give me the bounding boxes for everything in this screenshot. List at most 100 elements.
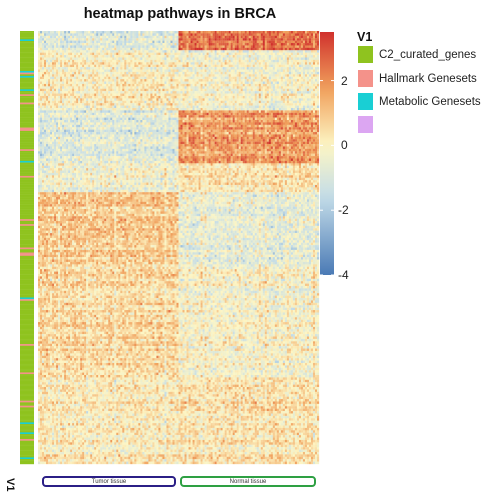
row-annotation-cell bbox=[20, 44, 34, 46]
row-annotation-cell bbox=[20, 311, 34, 313]
row-annotation-cell bbox=[20, 161, 34, 163]
row-annotation-cell bbox=[20, 367, 34, 369]
row-annotation-cell bbox=[20, 272, 34, 274]
row-annotation-cell bbox=[20, 337, 34, 339]
row-annotation-cell bbox=[20, 291, 34, 293]
row-annotation-cell bbox=[20, 166, 34, 168]
row-annotation-cell bbox=[20, 58, 34, 60]
row-annotation-cell bbox=[20, 312, 34, 314]
colorbar-tick-label: -2 bbox=[338, 203, 349, 217]
row-annotation-cell bbox=[20, 184, 34, 186]
row-annotation-cell bbox=[20, 223, 34, 225]
row-annotation-cell bbox=[20, 158, 34, 160]
row-annotation-cell bbox=[20, 179, 34, 181]
row-annotation-cell bbox=[20, 309, 34, 311]
row-annotation-cell bbox=[20, 188, 34, 190]
row-annotation-cell bbox=[20, 379, 34, 381]
row-annotation-cell bbox=[20, 437, 34, 439]
row-annotation-cell bbox=[20, 219, 34, 221]
colorbar-tick-label: 2 bbox=[341, 74, 348, 88]
row-annotation-cell bbox=[20, 189, 34, 191]
row-annotation-cell bbox=[20, 174, 34, 176]
row-annotation-cell bbox=[20, 141, 34, 143]
row-annotation-cell bbox=[20, 226, 34, 228]
row-annotation-cell bbox=[20, 199, 34, 201]
row-annotation-cell bbox=[20, 243, 34, 245]
row-annotation-cell bbox=[20, 424, 34, 426]
row-annotation-cell bbox=[20, 387, 34, 389]
row-annotation-cell bbox=[20, 319, 34, 321]
row-annotation-cell bbox=[20, 392, 34, 394]
row-annotation-cell bbox=[20, 334, 34, 336]
row-annotation-cell bbox=[20, 316, 34, 318]
row-annotation-cell bbox=[20, 89, 34, 91]
row-annotation-cell bbox=[20, 362, 34, 364]
row-annotation-cell bbox=[20, 211, 34, 213]
row-annotation-cell bbox=[20, 359, 34, 361]
row-annotation-cell bbox=[20, 96, 34, 98]
row-annotation-cell bbox=[20, 427, 34, 429]
row-annotation-cell bbox=[20, 282, 34, 284]
row-annotation-cell bbox=[20, 224, 34, 226]
group-box-normal: Normal tissue bbox=[180, 476, 316, 487]
row-annotation-cell bbox=[20, 176, 34, 178]
row-annotation-cell bbox=[20, 356, 34, 358]
row-annotation-cell bbox=[20, 209, 34, 211]
row-annotation-cell bbox=[20, 138, 34, 140]
row-annotation-cell bbox=[20, 364, 34, 366]
legend-swatch-hallmark bbox=[358, 70, 373, 87]
row-annotation-cell bbox=[20, 128, 34, 130]
row-annotation-cell bbox=[20, 352, 34, 354]
row-annotation-cell bbox=[20, 113, 34, 115]
row-annotation-cell bbox=[20, 412, 34, 414]
row-annotation-cell bbox=[20, 98, 34, 100]
row-annotation-cell bbox=[20, 401, 34, 403]
row-annotation-cell bbox=[20, 324, 34, 326]
row-annotation-cell bbox=[20, 139, 34, 141]
legend-swatch-c2 bbox=[358, 46, 373, 63]
row-annotation-cell bbox=[20, 462, 34, 464]
row-annotation-cell bbox=[20, 292, 34, 294]
row-annotation-cell bbox=[20, 411, 34, 413]
row-annotation-cell bbox=[20, 409, 34, 411]
group-box-tumor: Tumor tissue bbox=[42, 476, 176, 487]
row-annotation-cell bbox=[20, 68, 34, 70]
row-annotation-cell bbox=[20, 417, 34, 419]
row-annotation-cell bbox=[20, 111, 34, 113]
row-annotation-cell bbox=[20, 261, 34, 263]
row-annotation-cell bbox=[20, 214, 34, 216]
row-annotation-cell bbox=[20, 296, 34, 298]
row-annotation-cell bbox=[20, 118, 34, 120]
colorbar bbox=[320, 32, 334, 275]
row-annotation-cell bbox=[20, 346, 34, 348]
row-annotation-cell bbox=[20, 354, 34, 356]
row-annotation-cell bbox=[20, 446, 34, 448]
row-annotation-cell bbox=[20, 331, 34, 333]
row-annotation-cell bbox=[20, 46, 34, 48]
row-annotation-cell bbox=[20, 208, 34, 210]
row-annotation-cell bbox=[20, 191, 34, 193]
row-annotation-cell bbox=[20, 148, 34, 150]
row-annotation-cell bbox=[20, 109, 34, 111]
row-annotation-cell bbox=[20, 103, 34, 105]
row-annotation-cell bbox=[20, 93, 34, 95]
row-annotation-cell bbox=[20, 124, 34, 126]
row-annotation-cell bbox=[20, 459, 34, 461]
row-annotation-cell bbox=[20, 84, 34, 86]
row-annotation-cell bbox=[20, 198, 34, 200]
row-annotation-cell bbox=[20, 441, 34, 443]
row-annotation-cell bbox=[20, 444, 34, 446]
row-annotation-cell bbox=[20, 201, 34, 203]
row-annotation-cell bbox=[20, 269, 34, 271]
row-annotation-cell bbox=[20, 274, 34, 276]
row-annotation-cell bbox=[20, 183, 34, 185]
row-annotation-bar bbox=[20, 31, 34, 464]
row-annotation-cell bbox=[20, 461, 34, 463]
row-annotation-cell bbox=[20, 213, 34, 215]
row-annotation-cell bbox=[20, 382, 34, 384]
row-annotation-cell bbox=[20, 306, 34, 308]
row-annotation-cell bbox=[20, 279, 34, 281]
row-annotation-cell bbox=[20, 366, 34, 368]
row-annotation-cell bbox=[20, 76, 34, 78]
row-annotation-cell bbox=[20, 336, 34, 338]
